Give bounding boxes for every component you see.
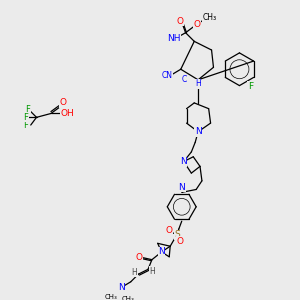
Text: CH₃: CH₃ — [122, 296, 134, 300]
Text: F: F — [248, 82, 253, 91]
Text: O: O — [136, 253, 143, 262]
Text: H: H — [195, 79, 201, 88]
Text: O: O — [60, 98, 67, 107]
Text: O: O — [166, 226, 173, 235]
Text: N: N — [118, 283, 124, 292]
Text: H: H — [149, 267, 155, 276]
Text: N: N — [178, 183, 185, 192]
Text: O: O — [176, 237, 183, 246]
Text: O: O — [176, 17, 183, 26]
Text: F: F — [26, 105, 30, 114]
Text: H: H — [132, 268, 137, 277]
Text: CN: CN — [162, 70, 173, 80]
Text: O: O — [194, 20, 201, 28]
Text: CH₃: CH₃ — [104, 294, 117, 300]
Text: S: S — [174, 230, 180, 239]
Text: C: C — [182, 75, 187, 84]
Text: NH: NH — [167, 34, 181, 43]
Text: F: F — [23, 121, 28, 130]
Text: OH: OH — [60, 109, 74, 118]
Text: N: N — [180, 157, 187, 166]
Text: F: F — [23, 113, 28, 122]
Text: N: N — [158, 248, 165, 256]
Text: N: N — [195, 127, 202, 136]
Text: CH₃: CH₃ — [202, 13, 217, 22]
